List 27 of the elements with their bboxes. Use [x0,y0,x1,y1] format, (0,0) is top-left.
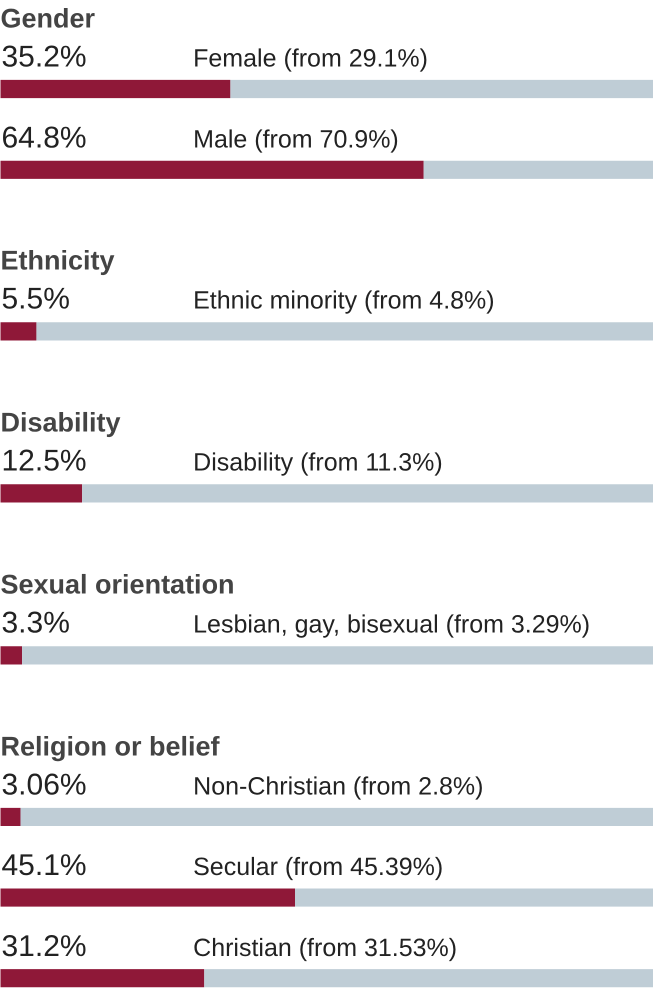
data-label: 45.1% [2,849,87,882]
data-label: 3.06% [2,768,87,802]
category-label: Christian (from 31.53%) [193,934,458,962]
text: Disability [0,408,121,438]
category-label: Secular (from 45.39%) [193,853,444,882]
category-label: Disability (from 11.3%) [193,448,443,477]
chart-title: Gender [0,4,96,34]
data-label: 5.5% [2,282,70,316]
bar [295,888,653,907]
data-label: 12.5% [2,444,87,478]
chart-title: Religion or belief [0,732,221,762]
data-label: 35.2% [2,40,87,74]
data-label: 64.8% [2,121,87,154]
text: Sexual orientation [0,570,235,600]
bar [0,888,296,907]
category-label: Non-Christian (from 2.8%) [193,772,484,801]
category-label: Female (from 29.1%) [193,44,428,73]
data-label: 3.3% [2,606,70,640]
category-label: Lesbian, gay, bisexual (from 3.29%) [193,610,590,639]
category-label: Ethnic minority (from 4.8%) [193,286,495,315]
category-label: Male (from 70.9%) [193,125,399,154]
bar [204,969,653,988]
bar [0,969,204,988]
data-label: 31.2% [2,930,87,963]
bar [0,808,20,826]
text: Ethnicity [0,246,115,276]
bar [20,808,653,826]
